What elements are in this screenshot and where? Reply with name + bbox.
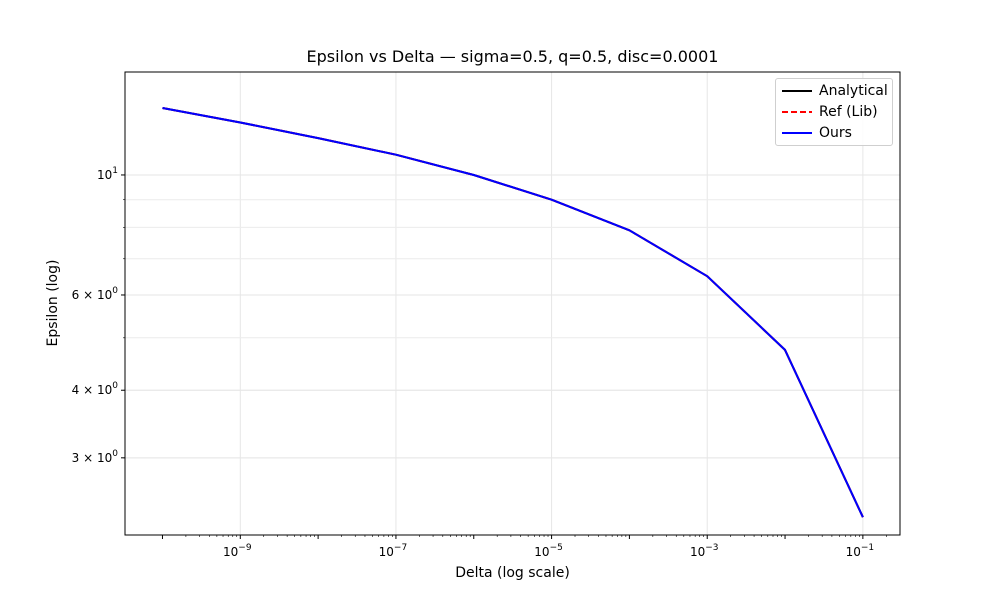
legend-label-analytical: Analytical (819, 83, 888, 99)
x-tick-label: 10−5 (534, 543, 563, 559)
y-axis-label: Epsilon (log) (45, 259, 61, 347)
legend-item-analytical: Analytical (776, 81, 892, 101)
legend-item-ours: Ours (776, 123, 892, 143)
x-tick-label: 10−1 (846, 543, 875, 559)
legend-label-ours: Ours (819, 125, 852, 141)
y-tick-label: 3 × 100 (72, 449, 119, 465)
legend-item-ref-lib: Ref (Lib) (776, 102, 892, 122)
legend-label-ref-lib: Ref (Lib) (819, 104, 878, 120)
y-tick-label: 101 (97, 166, 118, 182)
grid (125, 72, 900, 535)
x-tick-label: 10−7 (379, 543, 408, 559)
legend: Analytical Ref (Lib) Ours (775, 78, 893, 146)
legend-swatch-analytical (782, 90, 812, 92)
series-line-ref-lib (162, 107, 864, 518)
x-axis-ticks: 10−9 10−7 10−5 10−3 10−1 (161, 535, 887, 559)
chart-title: Epsilon vs Delta — sigma=0.5, q=0.5, dis… (306, 47, 719, 66)
y-tick-label: 4 × 100 (72, 381, 119, 397)
y-tick-label: 6 × 100 (72, 286, 119, 302)
legend-swatch-ours (782, 132, 812, 134)
x-tick-label: 10−9 (223, 543, 252, 559)
legend-swatch-ref-lib (782, 111, 812, 113)
y-axis-ticks: 101 6 × 100 4 × 100 3 × 100 (72, 166, 125, 465)
x-tick-label: 10−3 (690, 543, 719, 559)
series-line-ours (162, 107, 864, 518)
x-axis-label: Delta (log scale) (455, 565, 570, 581)
axes-frame (124, 71, 901, 536)
series-group (162, 107, 864, 518)
series-line-analytical (162, 107, 864, 518)
